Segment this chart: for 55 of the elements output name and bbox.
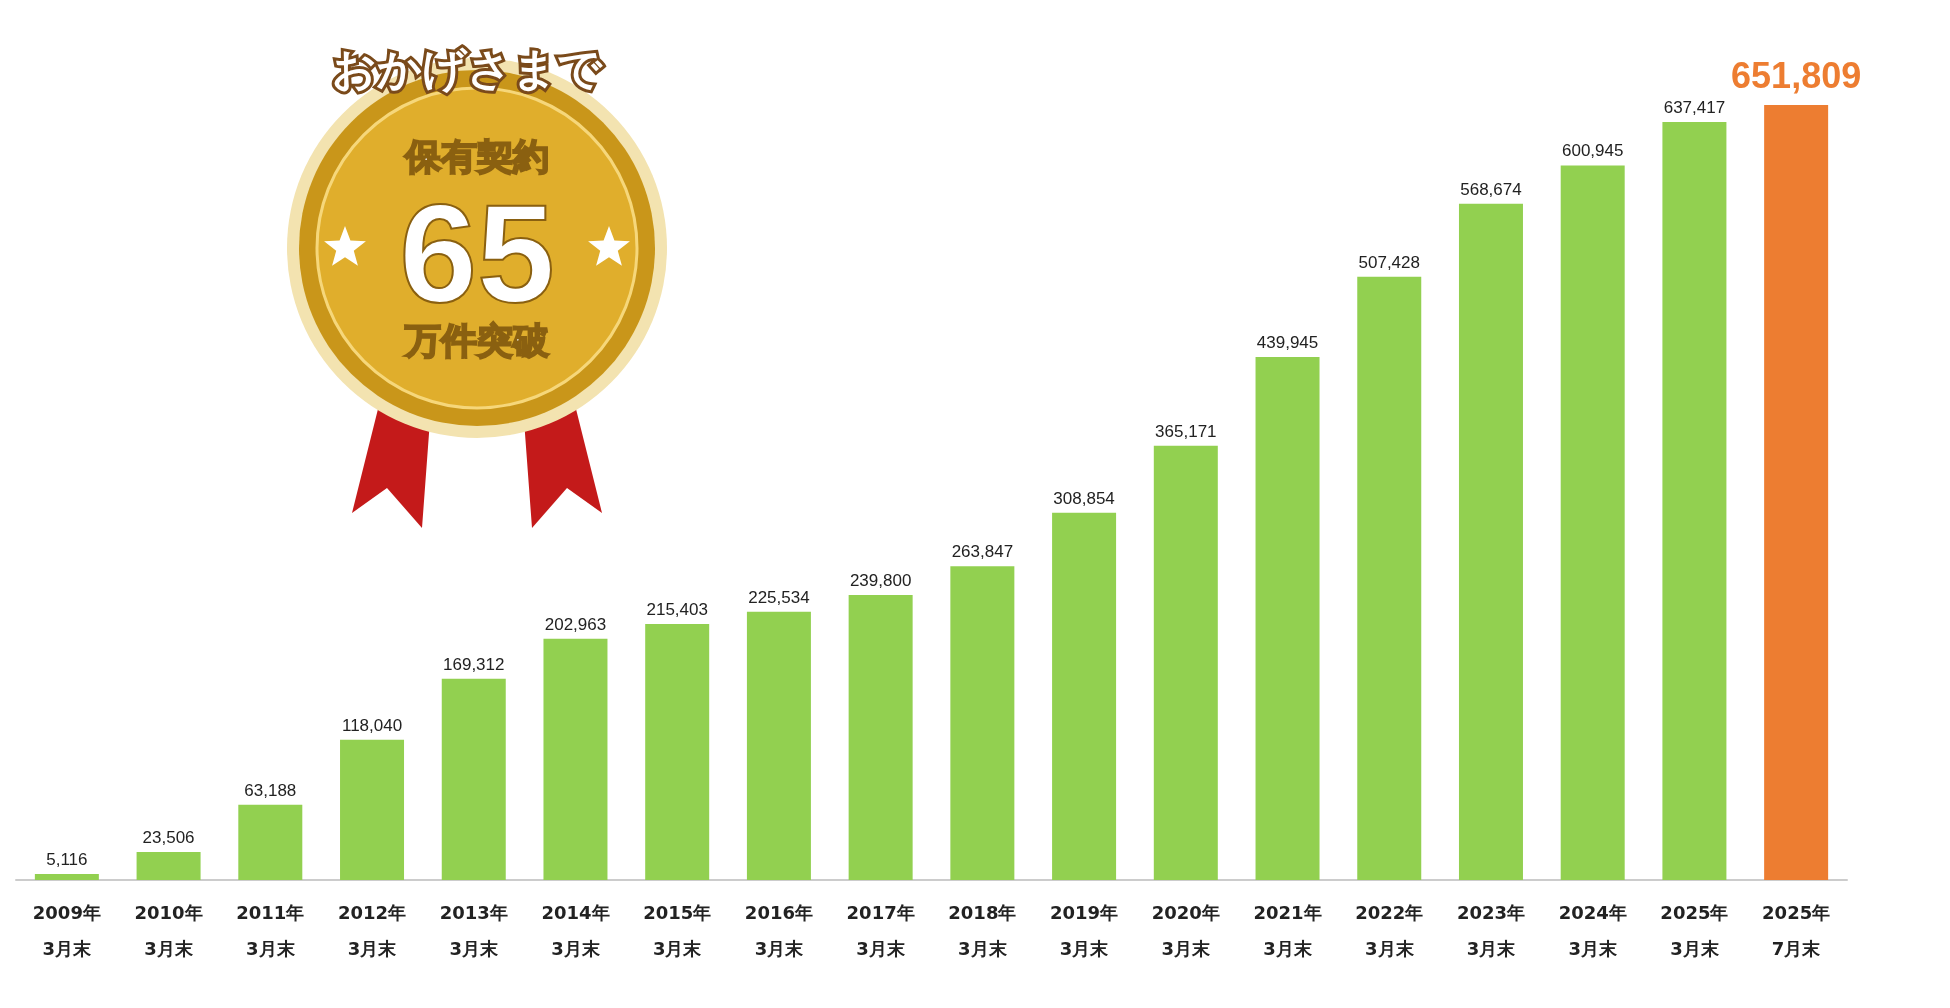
- x-tick-label: 2014年 3月末: [541, 901, 610, 959]
- data-label: 308,854: [1053, 488, 1115, 508]
- data-label: 263,847: [951, 542, 1014, 562]
- bar: [136, 852, 201, 880]
- x-tick-label: 2025年 7月末: [1762, 901, 1831, 959]
- x-tick-label: 2021年 3月末: [1253, 901, 1322, 959]
- bar: [1662, 122, 1727, 880]
- data-label: 225,534: [748, 587, 810, 607]
- bar: [1458, 203, 1523, 880]
- data-label: 169,312: [443, 654, 505, 674]
- x-tick-label: 2015年 3月末: [643, 901, 712, 959]
- data-label: 5,116: [46, 849, 88, 869]
- annotation: 保有契約: [403, 135, 549, 177]
- bar: [1153, 445, 1218, 880]
- data-label: 23,506: [142, 828, 195, 848]
- data-label: 215,403: [646, 599, 708, 619]
- bar: [1560, 165, 1625, 880]
- x-tick-label: 2016年 3月末: [744, 901, 813, 959]
- x-tick-label: 2024年 3月末: [1558, 901, 1627, 959]
- bar: [441, 678, 506, 880]
- data-label: 239,800: [849, 570, 912, 590]
- x-tick-label: 2023年 3月末: [1456, 901, 1526, 959]
- bar: [1052, 512, 1117, 880]
- data-label: 63,188: [244, 780, 297, 800]
- data-label: 118,040: [341, 715, 403, 735]
- data-label: 365,171: [1155, 421, 1217, 441]
- x-tick-label: 2011年 3月末: [236, 901, 305, 959]
- x-tick-label: 2013年 3月末: [439, 901, 508, 959]
- bar: [1255, 356, 1320, 880]
- x-tick-label: 2022年 3月末: [1355, 901, 1424, 959]
- bar: [1357, 276, 1422, 880]
- bar: [238, 804, 303, 880]
- data-label: 651,809: [1731, 54, 1862, 96]
- data-label: 507,428: [1358, 252, 1420, 272]
- x-tick-label: 2019年 3月末: [1050, 901, 1119, 959]
- data-label: 637,417: [1663, 98, 1726, 118]
- x-tick-label: 2009年 3月末: [32, 901, 101, 959]
- x-tick-label: 2010年 3月末: [134, 901, 203, 959]
- data-label: 600,945: [1561, 141, 1624, 161]
- data-label: 568,674: [1460, 179, 1522, 199]
- bar: [645, 623, 710, 880]
- x-tick-label: 2025年 3月末: [1660, 901, 1729, 959]
- bar: [34, 873, 99, 880]
- bar: [746, 611, 811, 880]
- bar: [1764, 105, 1829, 880]
- data-label: 202,963: [544, 614, 607, 634]
- x-tick-label: 2020年 3月末: [1151, 901, 1220, 959]
- bar: [848, 594, 913, 880]
- x-tick-label: 2018年 3月末: [948, 901, 1017, 959]
- bar: [950, 566, 1015, 880]
- x-tick-label: 2017年 3月末: [846, 901, 915, 959]
- data-label: 439,945: [1256, 332, 1319, 352]
- x-tick-label: 2012年 3月末: [337, 901, 407, 959]
- bar: [543, 638, 608, 880]
- bar: [340, 739, 405, 880]
